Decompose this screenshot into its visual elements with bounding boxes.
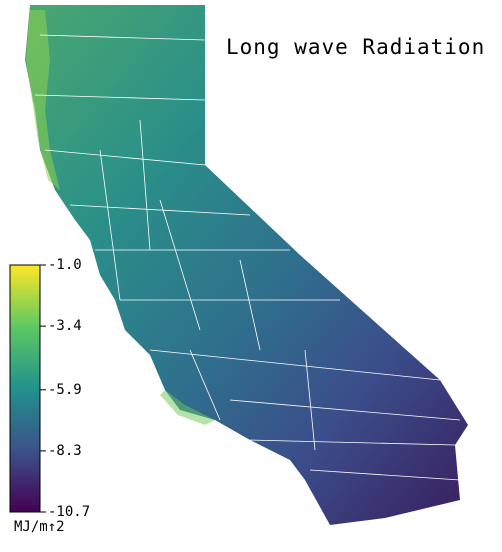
state-shape bbox=[25, 5, 468, 525]
coastal-highlight-south bbox=[160, 390, 215, 425]
county-lines bbox=[34, 34, 461, 481]
colorbar-tick-label: -10.7 bbox=[48, 504, 90, 520]
colorbar-tick-label: -5.9 bbox=[48, 382, 82, 398]
colorbar-tick-label: -1.0 bbox=[48, 257, 82, 273]
colorbar bbox=[9, 264, 41, 513]
colorbar-tick-label: -8.3 bbox=[48, 443, 82, 459]
coastal-highlight bbox=[26, 10, 60, 190]
colorbar-label: MJ/m↑2 bbox=[14, 519, 65, 535]
map-title: Long wave Radiation bbox=[226, 35, 485, 59]
california-map bbox=[25, 5, 468, 525]
colorbar-tick-label: -3.4 bbox=[48, 318, 82, 334]
